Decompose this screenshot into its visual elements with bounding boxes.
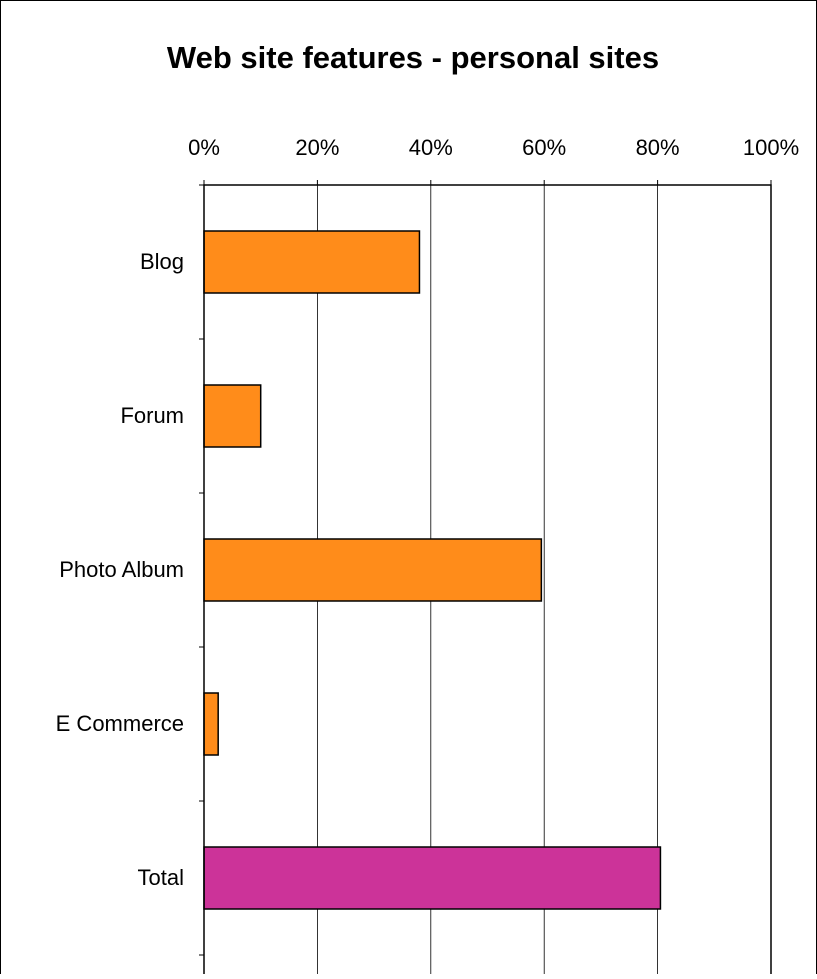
category-label: E Commerce — [56, 711, 184, 736]
x-tick-label: 40% — [409, 135, 453, 160]
x-tick-label: 100% — [743, 135, 799, 160]
bar-blog — [203, 230, 421, 294]
x-tick-label: 20% — [295, 135, 339, 160]
bars — [203, 230, 662, 910]
category-label: Total — [138, 865, 184, 890]
category-labels: Blog Forum Photo Album E Commerce Total — [56, 249, 184, 890]
bar-total — [203, 846, 662, 910]
bar-e-commerce — [203, 692, 219, 756]
x-tick-label: 60% — [522, 135, 566, 160]
bar-forum — [203, 384, 262, 448]
bar-photo-album — [203, 538, 543, 602]
x-tick-label: 80% — [636, 135, 680, 160]
plot-area-frame — [203, 184, 772, 979]
chart-title: Web site features - personal sites — [167, 40, 659, 75]
x-tick-label: 0% — [188, 135, 220, 160]
x-axis-ticks: 0% 20% 40% 60% 80% 100% — [188, 135, 799, 956]
category-label: Forum — [120, 403, 184, 428]
category-label: Photo Album — [59, 557, 184, 582]
category-label: Blog — [140, 249, 184, 274]
